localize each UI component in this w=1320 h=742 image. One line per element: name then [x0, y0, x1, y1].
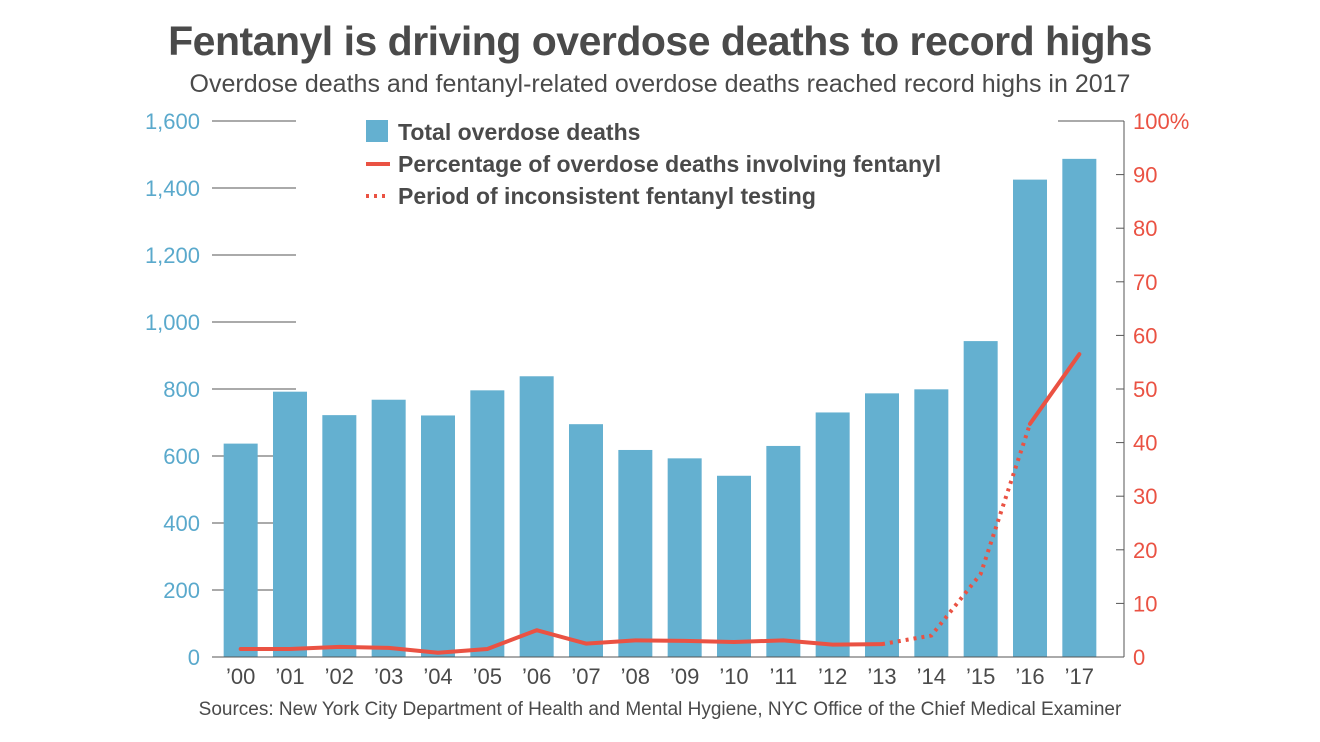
legend-label-2: Period of inconsistent fentanyl testing [398, 183, 816, 209]
line-series [238, 352, 1082, 655]
x-tick-label: ’14 [917, 664, 946, 689]
y-right-tick-label: 100% [1133, 109, 1189, 134]
bar-6 [519, 376, 554, 657]
y-right-tick-label: 0 [1133, 645, 1145, 670]
y-right-tick-label: 60 [1133, 323, 1157, 348]
bar-5 [470, 390, 505, 657]
bar-2 [322, 415, 357, 657]
y-right-tick-label: 40 [1133, 431, 1157, 456]
x-tick-label: ’06 [522, 664, 551, 689]
bar-14 [914, 389, 949, 657]
fentanyl-line-solid [238, 628, 884, 655]
x-tick-label: ’10 [719, 664, 748, 689]
y-right-tick-label: 80 [1133, 216, 1157, 241]
y-left-tick-label: 1,600 [145, 109, 200, 134]
bar-15 [963, 341, 998, 657]
chart-source: Sources: New York City Department of Hea… [198, 699, 1122, 720]
x-tick-label: ’09 [670, 664, 699, 689]
legend-label-1: Percentage of overdose deaths involving … [398, 151, 941, 177]
bar-series [223, 158, 1097, 658]
y-right-tick-label: 90 [1133, 163, 1157, 188]
y-left-tick-label: 400 [163, 511, 200, 536]
bar-3 [371, 399, 406, 657]
y-left-tick-label: 1,400 [145, 176, 200, 201]
bar-17 [1062, 158, 1097, 658]
x-tick-label: ’16 [1015, 664, 1044, 689]
bar-11 [766, 445, 801, 657]
legend: Total overdose deaths Percentage of overd… [366, 119, 941, 209]
bar-4 [421, 415, 455, 657]
bar-7 [569, 424, 603, 657]
x-tick-label: ’17 [1065, 664, 1094, 689]
legend-label-0: Total overdose deaths [398, 119, 640, 145]
x-tick-label: ’03 [374, 664, 403, 689]
x-tick-label: ’08 [621, 664, 650, 689]
axes: 0 200 400 600 800 1,000 1,200 1,400 1,600 0 10 20 30… [145, 109, 1189, 689]
legend-marker-0 [366, 120, 388, 142]
y-left-tick-label: 1,200 [145, 243, 200, 268]
x-tick-label: ’12 [818, 664, 847, 689]
chart-title: Fentanyl is driving overdose deaths to r… [168, 18, 1152, 64]
bar-8 [618, 449, 653, 657]
x-tick-label: ’15 [966, 664, 995, 689]
bar-10 [717, 475, 751, 657]
x-tick-label: ’07 [571, 664, 600, 689]
bar-13 [865, 393, 899, 657]
x-tick-label: ’05 [473, 664, 502, 689]
fentanyl-line-dotted [881, 423, 1032, 647]
chart-subtitle: Overdose deaths and fentanyl-related ove… [189, 70, 1131, 98]
y-right-tick-label: 30 [1133, 484, 1157, 509]
x-tick-label: ’00 [226, 664, 255, 689]
y-right-tick-label: 50 [1133, 377, 1157, 402]
fentanyl-line-solid-end [1028, 352, 1082, 426]
bar-12 [815, 412, 850, 657]
y-left-tick-label: 0 [188, 645, 200, 670]
y-right-tick-label: 20 [1133, 538, 1157, 563]
y-right-tick-label: 70 [1133, 270, 1157, 295]
x-tick-label: ’13 [867, 664, 896, 689]
y-left-tick-label: 200 [163, 578, 200, 603]
x-tick-label: ’04 [423, 664, 452, 689]
y-left-tick-label: 1,000 [145, 310, 200, 335]
y-right-tick-label: 10 [1133, 591, 1157, 616]
bar-1 [273, 391, 307, 657]
bar-16 [1013, 179, 1047, 657]
x-tick-label: ’02 [325, 664, 354, 689]
y-left-tick-label: 600 [163, 444, 200, 469]
x-tick-label: ’11 [769, 664, 797, 689]
x-tick-label: ’01 [275, 664, 304, 689]
y-left-tick-label: 800 [163, 377, 200, 402]
bar-9 [667, 458, 702, 657]
bar-0 [223, 443, 258, 657]
